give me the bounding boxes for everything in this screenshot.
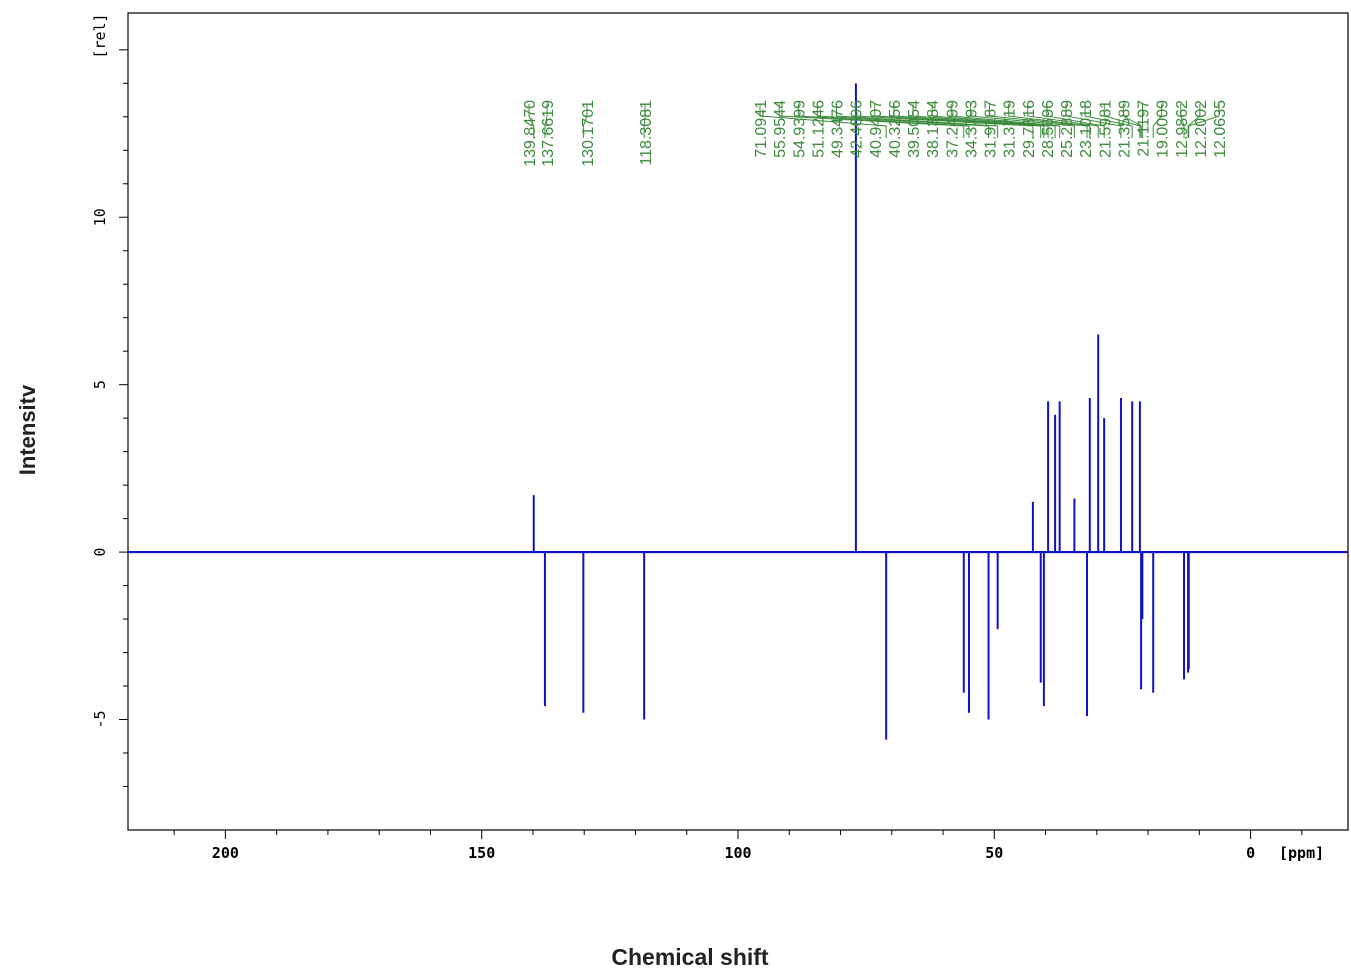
- peak-label-text: 19.0009: [1155, 100, 1172, 158]
- peak-label-text: 21.3589: [1116, 100, 1133, 158]
- peak-label-leader: [1187, 104, 1201, 138]
- peak-label-leader: [816, 104, 990, 138]
- peak-label-text: 118.3081: [638, 100, 655, 166]
- peak-label-text: 12.2002: [1193, 100, 1210, 158]
- y-tick-label: -5: [91, 710, 109, 728]
- peak-label-text: 21.1197: [1136, 100, 1153, 157]
- peak-label-text: 12.0635: [1212, 100, 1229, 158]
- peak-label-leader: [1152, 104, 1163, 138]
- y-tick-label: 10: [91, 208, 109, 226]
- peak-label-leader: [1103, 104, 1141, 138]
- peak-label-text: 54.9399: [791, 100, 808, 158]
- x-tick-label: 0: [1246, 844, 1255, 862]
- x-tick-label: 100: [724, 844, 751, 862]
- peak-label-text: 51.1246: [810, 100, 827, 158]
- x-unit-label: [ppm]: [1279, 844, 1324, 862]
- peak-label-leader: [759, 104, 887, 138]
- peak-label-leader: [836, 104, 999, 138]
- peak-label-leader: [544, 104, 548, 138]
- peak-label-text: 39.5054: [906, 100, 923, 158]
- x-axis-title: Chemical shift: [611, 944, 769, 970]
- peak-label-text: 12.9862: [1174, 100, 1191, 158]
- x-axis-ticks: 200 150 100 50 0 [ppm]: [173, 830, 1324, 862]
- peak-label-leader: [1180, 104, 1185, 138]
- peak-label-text: 29.7316: [1021, 100, 1038, 158]
- peak-label-leader: [1084, 104, 1133, 138]
- spectrum-series: [128, 83, 1348, 740]
- peak-label-leader: [855, 104, 1034, 138]
- peak-label-text: 71.0941: [753, 100, 770, 158]
- x-tick-label: 150: [468, 844, 495, 862]
- peak-label-leader: [1122, 104, 1142, 138]
- peak-label-text: 42.4696: [849, 100, 866, 158]
- peak-label-leader: [1027, 104, 1099, 138]
- peak-label-text: 38.1384: [925, 100, 942, 158]
- peak-label-leader: [874, 104, 1042, 138]
- peak-label-text: 40.3256: [887, 100, 904, 158]
- peak-label-leader: [969, 104, 1075, 138]
- y-axis-title: Intensitv: [15, 384, 40, 476]
- peak-label-leader: [1008, 104, 1091, 138]
- peak-label-leader: [893, 104, 1045, 138]
- peak-label-text: 28.5696: [1040, 100, 1057, 158]
- y-axis-title-box: Intensitv: [8, 230, 48, 630]
- peak-label-leader: [1188, 104, 1220, 138]
- peak-label-text: 139.8470: [522, 100, 539, 167]
- peak-label-text: 37.2499: [944, 100, 961, 158]
- peak-label-text: 31.9187: [983, 100, 1000, 158]
- peak-label-leader: [950, 104, 1061, 138]
- peak-label-text: 49.3476: [830, 100, 847, 158]
- peak-label-text: 21.5981: [1097, 100, 1114, 158]
- peak-label-leader: [778, 104, 965, 138]
- x-tick-label: 200: [212, 844, 239, 862]
- y-axis-ticks: 10 5 0 -5 [rel]: [91, 13, 128, 787]
- peak-label-leader: [1046, 104, 1105, 138]
- x-tick-label: 50: [985, 844, 1003, 862]
- peak-label-text: 137.6619: [540, 100, 557, 167]
- y-unit-label: [rel]: [91, 13, 109, 58]
- peak-label-leader: [989, 104, 1088, 138]
- peak-label-leader: [643, 104, 646, 138]
- peak-label-text: 31.3719: [1002, 100, 1019, 158]
- peak-label-text: 40.9407: [868, 100, 885, 158]
- peak-labels: 139.8470 137.6619 130.1701 118.3081 71.0941 5…: [522, 100, 1229, 167]
- peak-label-leader: [528, 104, 535, 138]
- peak-label-text: 34.3793: [963, 100, 980, 158]
- peak-label-leader: [931, 104, 1056, 138]
- peak-label-text: 55.9544: [772, 100, 789, 158]
- peak-label-leader: [582, 104, 588, 138]
- peak-label-leader: [912, 104, 1049, 138]
- peak-label-leader: [1065, 104, 1122, 138]
- peak-label-text: 23.1018: [1078, 100, 1095, 158]
- peak-label-leader: [797, 104, 970, 138]
- y-tick-label: 5: [91, 380, 109, 389]
- peak-label-text: 25.2889: [1059, 100, 1076, 158]
- y-tick-label: 0: [91, 548, 109, 557]
- peak-label-text: 130.1701: [580, 100, 597, 167]
